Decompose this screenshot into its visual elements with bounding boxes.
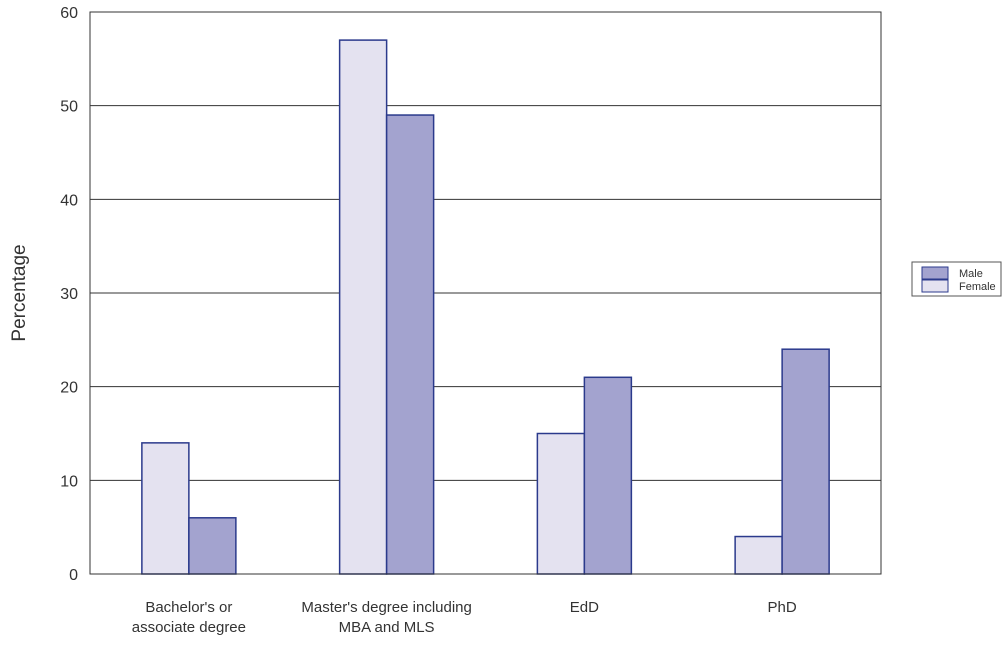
y-tick-label: 10 bbox=[60, 473, 78, 490]
bar-female-0 bbox=[141, 442, 190, 575]
y-tick-label: 50 bbox=[60, 99, 78, 116]
bar-female-2 bbox=[536, 432, 586, 575]
category-label-line: associate degree bbox=[132, 619, 246, 636]
category-label-line: Master's degree including bbox=[301, 599, 471, 616]
bar-female-3 bbox=[734, 535, 783, 575]
bar-male-1 bbox=[385, 114, 435, 575]
bars bbox=[141, 39, 830, 575]
y-tick-label: 30 bbox=[60, 286, 78, 303]
category-label: Master's degree including MBA and MLS bbox=[301, 599, 471, 636]
legend-label-female: Female bbox=[959, 281, 996, 293]
category-label: EdD bbox=[570, 599, 599, 616]
plot-frame bbox=[89, 11, 882, 575]
legend-label-male: Male bbox=[959, 268, 983, 280]
category-label-line: PhD bbox=[768, 599, 797, 616]
y-tick-labels: 0 10 20 30 40 50 60 bbox=[60, 5, 78, 584]
y-axis-label: Percentage bbox=[9, 244, 30, 341]
y-tick-label: 20 bbox=[60, 380, 78, 397]
bar-male-3 bbox=[781, 348, 830, 575]
y-tick-label: 60 bbox=[60, 5, 78, 22]
legend-swatch-female bbox=[921, 279, 949, 293]
bar-female-1 bbox=[338, 39, 388, 575]
category-label-line: Bachelor's or bbox=[145, 599, 232, 616]
y-tick-label: 0 bbox=[69, 567, 78, 584]
category-label-line: EdD bbox=[570, 599, 599, 616]
gridlines bbox=[90, 105, 881, 481]
category-label-line: MBA and MLS bbox=[339, 619, 435, 636]
legend-swatch-male bbox=[921, 266, 949, 280]
x-category-labels: Bachelor's or associate degree Master's de… bbox=[132, 599, 797, 636]
category-label: PhD bbox=[768, 599, 797, 616]
category-label: Bachelor's or associate degree bbox=[132, 599, 246, 636]
y-tick-label: 40 bbox=[60, 192, 78, 209]
bar-male-0 bbox=[188, 517, 237, 575]
bar-male-2 bbox=[583, 376, 633, 575]
